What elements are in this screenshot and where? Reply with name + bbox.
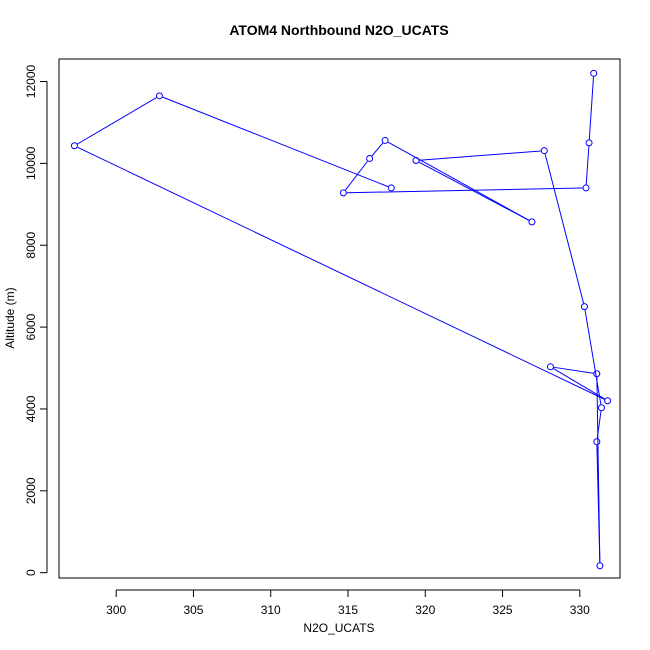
data-point [604,397,612,405]
series-segment [419,150,541,161]
series-segment [553,366,594,374]
x-tick-label: 320 [415,603,435,617]
x-tick-label: 325 [493,603,513,617]
data-point [381,136,389,144]
series-segment [596,445,601,563]
series-segment [596,411,602,439]
series-segment [387,141,530,221]
y-tick-label: 4000 [24,395,38,422]
y-axis: 0 2000 4000 6000 8000 10000 12000 [24,65,48,576]
y-tick-label: 6000 [24,313,38,340]
y-tick-label: 0 [24,569,38,576]
y-tick-label: 2000 [24,477,38,504]
data-point [585,139,593,147]
series-segment [584,309,602,405]
data-point [70,142,78,150]
data-point [339,189,347,197]
series-segment [345,160,368,191]
series-segment [585,146,590,185]
data-point [546,363,554,371]
data-point [590,69,598,77]
data-point [540,147,548,155]
series-segment [588,76,594,140]
y-tick-label: 10000 [24,146,38,180]
data-point [528,218,536,226]
series-segment [77,97,157,145]
data-point [580,303,588,311]
data-point [593,370,601,378]
data-point [387,184,395,192]
data-point [412,157,420,165]
data-point [155,92,163,100]
series-lines [77,76,605,563]
chart-title: ATOM4 Northbound N2O_UCATS [229,22,448,38]
data-point [582,184,590,192]
series-segment [553,368,605,400]
y-axis-label: Altitude (m) [3,287,17,348]
series-segment [77,146,605,400]
series-segment [544,153,585,304]
data-point [596,562,604,570]
data-point [366,154,374,162]
y-tick-label: 12000 [24,65,38,99]
x-axis-label: N2O_UCATS [303,621,374,635]
series-segment [371,142,384,157]
x-axis: 300 305 310 315 320 325 330 [106,589,590,617]
y-tick-label: 8000 [24,232,38,259]
series-segment [346,187,583,194]
series-segment [162,96,389,188]
x-tick-label: 310 [261,603,281,617]
series-points [70,69,612,570]
plot-frame [58,58,621,579]
x-tick-label: 315 [338,603,358,617]
data-point [593,438,601,446]
data-point [597,404,605,412]
x-tick-label: 300 [106,603,126,617]
x-tick-label: 305 [183,603,203,617]
x-tick-label: 330 [570,603,590,617]
